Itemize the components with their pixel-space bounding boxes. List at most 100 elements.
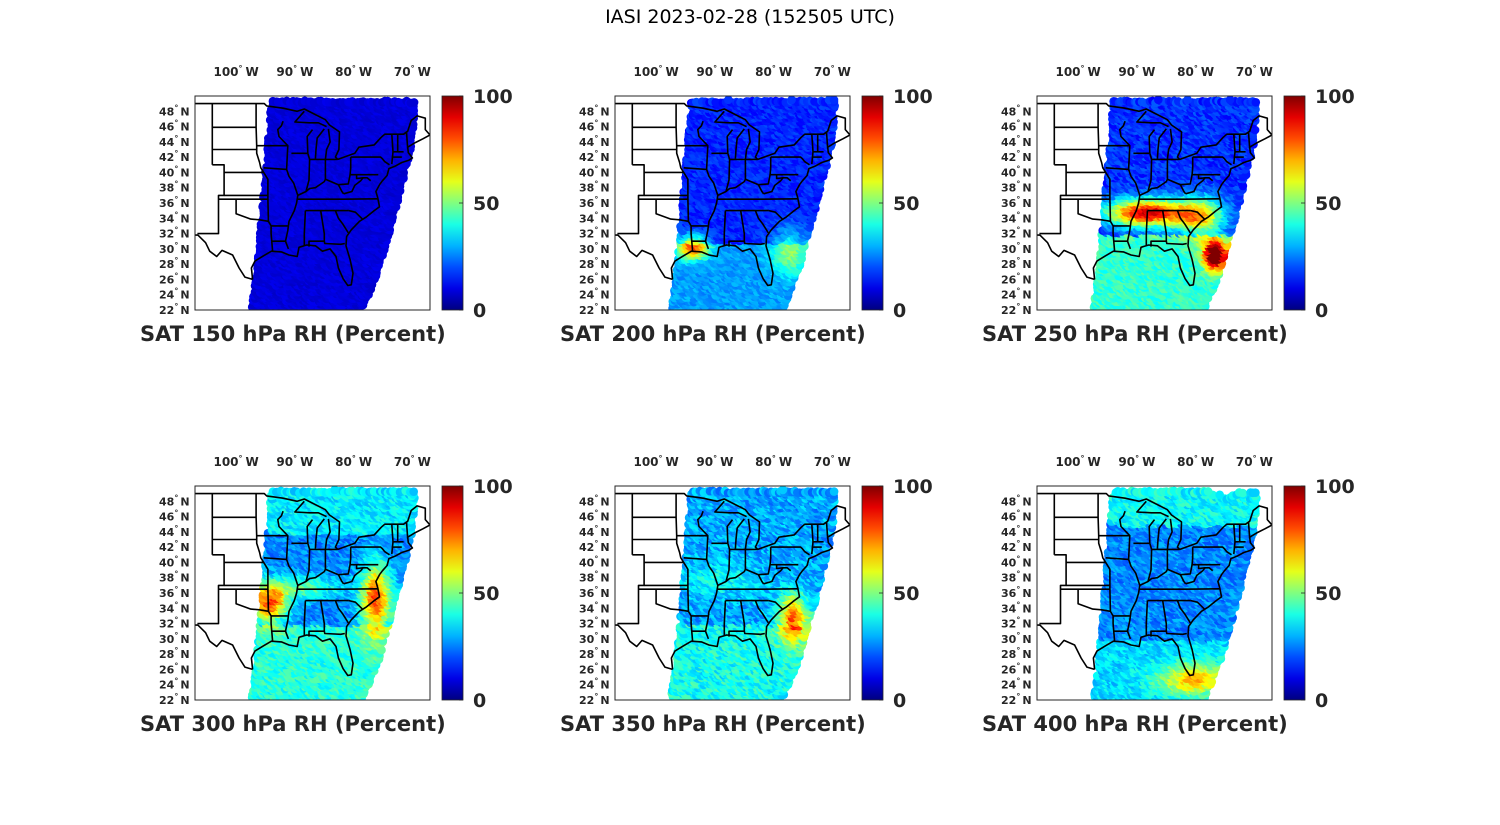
colorbar-tick-label: 0 (893, 300, 906, 322)
lat-tick-label: 44° N (1001, 524, 1032, 539)
lat-tick-label: 30° N (579, 241, 610, 256)
lat-tick-label: 40° N (159, 164, 190, 179)
colorbar-tick-label: 50 (893, 583, 919, 605)
lat-tick-label: 34° N (159, 600, 190, 615)
lon-tick-label: 80° W (1177, 64, 1214, 79)
colorbar-tick-label: 100 (473, 476, 513, 498)
lat-tick-label: 22° N (579, 692, 610, 707)
lat-tick-label: 32° N (159, 616, 190, 631)
lat-tick-label: 34° N (579, 210, 610, 225)
satellite-footprints (247, 96, 419, 310)
lat-tick-label: 32° N (579, 226, 610, 241)
lat-tick-label: 28° N (1001, 646, 1032, 661)
colorbar-tick-label: 100 (1315, 86, 1355, 108)
map-svg: 100° W 90° W 80° W 70° W 22° N24° N26° N28° N30° N32°… (560, 64, 933, 346)
colorbar-tick-label: 100 (473, 86, 513, 108)
lat-tick-label: 46° N (1001, 119, 1032, 134)
lon-tick-label: 90° W (1118, 64, 1155, 79)
lat-tick-label: 26° N (1001, 661, 1032, 676)
lat-tick-label: 32° N (579, 616, 610, 631)
lat-tick-label: 36° N (579, 585, 610, 600)
lat-tick-label: 34° N (1001, 210, 1032, 225)
map-panel-300hpa: 100° W 90° W 80° W 70° W 22° N 24° N 26° N 28° N 30° N 32°… (140, 450, 560, 750)
lat-tick-label: 32° N (159, 226, 190, 241)
lat-tick-label: 42° N (1001, 539, 1032, 554)
lat-tick-label: 28° N (159, 256, 190, 271)
lat-tick-label: 48° N (579, 493, 610, 508)
lon-tick-label: 80° W (755, 454, 792, 469)
lat-tick-label: 48° N (159, 493, 190, 508)
lat-tick-label: 26° N (579, 271, 610, 286)
colorbar-tick-label: 0 (1315, 690, 1328, 712)
colorbar-tick-label: 100 (1315, 476, 1355, 498)
lat-tick-label: 40° N (1001, 164, 1032, 179)
lat-tick-label: 40° N (1001, 554, 1032, 569)
lat-tick-label: 42° N (159, 149, 190, 164)
lat-tick-label: 38° N (579, 570, 610, 585)
colorbar-tick-label: 50 (893, 193, 919, 215)
lat-tick-label: 44° N (1001, 134, 1032, 149)
lat-tick-label: 34° N (579, 600, 610, 615)
lat-tick-label: 26° N (579, 661, 610, 676)
lat-tick-label: 30° N (1001, 631, 1032, 646)
lat-tick-label: 40° N (159, 554, 190, 569)
lat-tick-label: 44° N (159, 524, 190, 539)
state-boundaries (1037, 102, 1272, 287)
map-panel-400hpa: 100° W 90° W 80° W 70° W 22° N 24° N 26° N 28° N 30° N 32°… (982, 450, 1402, 750)
panel-title: SAT 400 hPa RH (Percent) (982, 712, 1288, 736)
lat-tick-label: 34° N (1001, 600, 1032, 615)
lat-tick-label: 30° N (1001, 241, 1032, 256)
lat-tick-label: 48° N (1001, 493, 1032, 508)
lat-tick-label: 22° N (1001, 692, 1032, 707)
lat-tick-label: 30° N (159, 631, 190, 646)
colorbar-tick-label: 50 (1315, 193, 1341, 215)
colorbar-tick-label: 100 (893, 86, 933, 108)
lat-tick-label: 32° N (1001, 616, 1032, 631)
lat-tick-label: 44° N (159, 134, 190, 149)
lat-tick-label: 40° N (579, 554, 610, 569)
lat-tick-label: 26° N (159, 661, 190, 676)
lat-tick-label: 28° N (579, 646, 610, 661)
lat-tick-label: 24° N (579, 677, 610, 692)
lat-tick-label: 22° N (159, 692, 190, 707)
map-svg: 100° W 90° W 80° W 70° W 22° N24° N26° N28° N30° N32°… (982, 64, 1355, 346)
lon-tick-label: 100° W (633, 64, 678, 79)
lat-tick-label: 38° N (159, 570, 190, 585)
lat-tick-label: 38° N (579, 180, 610, 195)
colorbar-tick-label: 50 (473, 583, 499, 605)
lat-tick-label: 48° N (159, 103, 190, 118)
lat-tick-label: 22° N (579, 302, 610, 317)
colorbar-tick-label: 0 (893, 690, 906, 712)
panel-title: SAT 350 hPa RH (Percent) (560, 712, 866, 736)
state-boundaries (195, 102, 430, 287)
colorbar-tick-label: 100 (893, 476, 933, 498)
lat-tick-label: 22° N (1001, 302, 1032, 317)
lat-tick-label: 24° N (1001, 287, 1032, 302)
panel-title: SAT 250 hPa RH (Percent) (982, 322, 1288, 346)
lat-tick-label: 36° N (579, 195, 610, 210)
map-svg: 100° W 90° W 80° W 70° W 22° N24° N26° N28° N30° N32°… (140, 454, 513, 736)
lon-tick-label: 70° W (1236, 64, 1273, 79)
lat-tick-label: 34° N (159, 210, 190, 225)
colorbar-tick-label: 0 (1315, 300, 1328, 322)
lat-tick-label: 46° N (579, 119, 610, 134)
lat-tick-label: 38° N (159, 180, 190, 195)
lat-tick-label: 40° N (579, 164, 610, 179)
lon-tick-label: 80° W (335, 454, 372, 469)
lon-tick-label: 70° W (1236, 454, 1273, 469)
lat-tick-label: 36° N (159, 195, 190, 210)
map-svg: 100° W 90° W 80° W 70° W 22° N24° N26° N28° N30° N32°… (982, 454, 1355, 736)
figure-title: IASI 2023-02-28 (152505 UTC) (0, 6, 1500, 28)
colorbar-tick-label: 50 (473, 193, 499, 215)
lat-tick-label: 42° N (579, 539, 610, 554)
lat-tick-label: 38° N (1001, 180, 1032, 195)
colorbar-tick-label: 50 (1315, 583, 1341, 605)
lat-tick-label: 36° N (1001, 195, 1032, 210)
colorbar-tick-label: 0 (473, 690, 486, 712)
lon-tick-label: 90° W (276, 64, 313, 79)
lon-tick-label: 70° W (394, 454, 431, 469)
colorbar-tick-label: 0 (473, 300, 486, 322)
lat-tick-label: 30° N (579, 631, 610, 646)
lat-tick-label: 42° N (159, 539, 190, 554)
lat-tick-label: 28° N (1001, 256, 1032, 271)
